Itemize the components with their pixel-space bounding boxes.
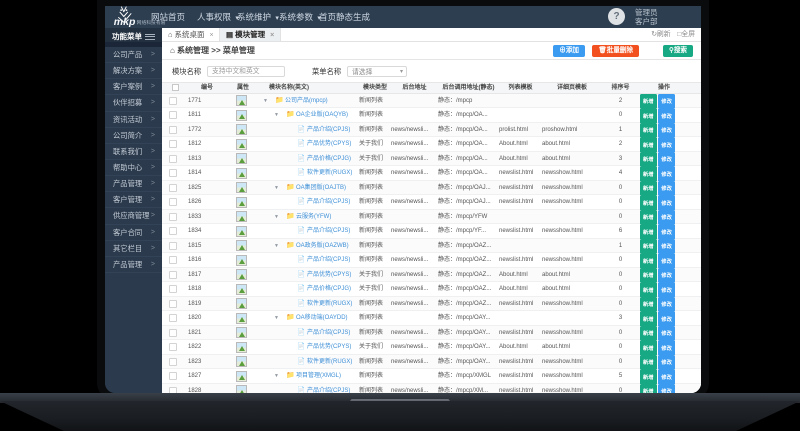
svg-text:mkp: mkp <box>114 16 136 28</box>
